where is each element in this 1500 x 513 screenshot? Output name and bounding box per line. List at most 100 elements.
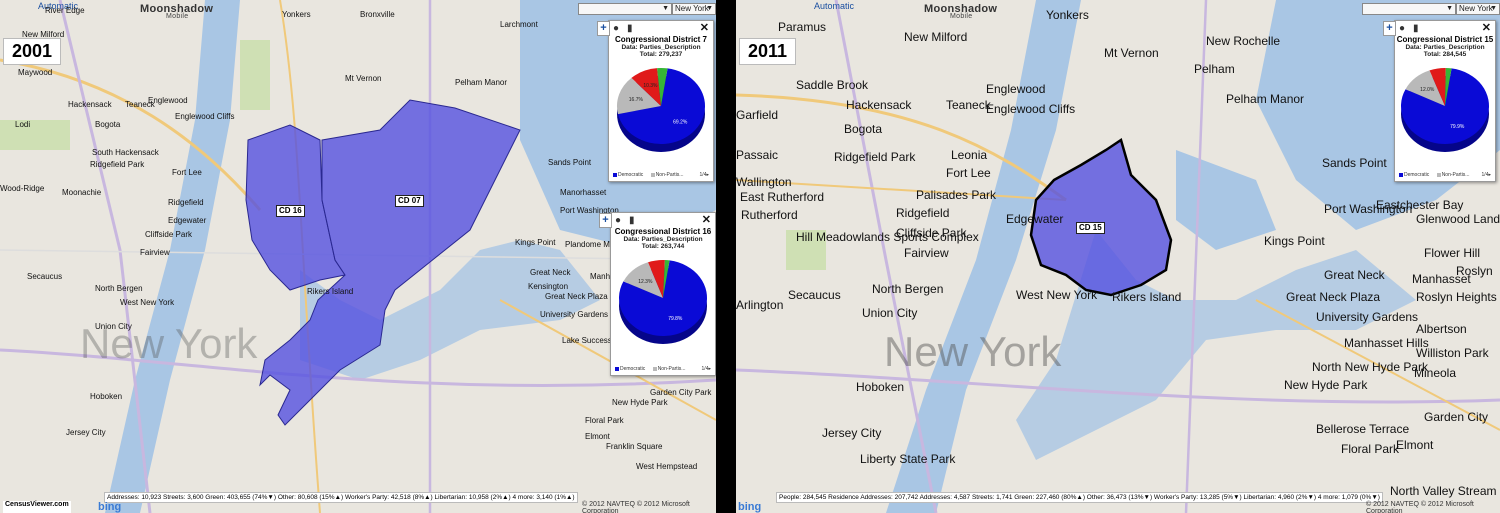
place-label: Secaucus — [788, 288, 841, 302]
legend-nonpartisan: Non-Partis... — [652, 366, 685, 372]
close-icon[interactable]: ✕ — [701, 214, 711, 226]
place-label: Paramus — [778, 20, 827, 34]
pie-slice-democratic[interactable] — [618, 68, 705, 144]
place-label: Yonkers — [282, 10, 311, 19]
map-panel-2011[interactable]: 2011 Automatic Moonshadow Mobile ▼ New Y… — [736, 0, 1500, 513]
chevron-down-icon: ▼ — [1446, 5, 1453, 12]
pie-chart-cd16: 79.8% 12.3% — [619, 260, 707, 344]
globe-icon[interactable]: ● — [615, 215, 622, 226]
place-label: Leonia — [951, 148, 988, 162]
bar-chart-icon[interactable]: ▮ — [627, 23, 633, 34]
legend-pager[interactable]: 1/4▸ — [1481, 172, 1491, 178]
place-label: Albertson — [1416, 322, 1467, 336]
location-select[interactable]: New York ▼ — [672, 3, 716, 15]
place-label: Garden City Park — [650, 388, 712, 397]
legend-pager[interactable]: 1/4▸ — [701, 366, 711, 372]
plus-icon[interactable]: + — [1383, 21, 1396, 36]
district-popup-15[interactable]: + ● ▮ ✕ Congressional District 15 Data: … — [1383, 20, 1496, 182]
pie-slice-other[interactable] — [663, 260, 670, 298]
place-label: North New Hyde Park — [1312, 360, 1429, 374]
plus-icon[interactable]: + — [597, 21, 610, 36]
bar-chart-icon[interactable]: ▮ — [629, 215, 635, 226]
place-label: Lodi — [15, 120, 31, 129]
place-label: Manhasset — [590, 272, 629, 281]
automatic-link[interactable]: Automatic — [38, 1, 79, 11]
place-label: Fairview — [904, 246, 949, 260]
place-label: Port Washington — [560, 206, 619, 215]
censusviewer-logo[interactable]: CensusViewer.com — [3, 501, 71, 513]
status-bar: People: 284,545 Residence Addresses: 207… — [776, 492, 1383, 503]
place-label: Franklin Square — [606, 442, 663, 451]
place-label: Larchmont — [500, 20, 538, 29]
pie-slice-other[interactable] — [1445, 68, 1452, 106]
district-popup-7[interactable]: + ● ▮ ✕ Congressional District 7 Data: P… — [597, 20, 714, 182]
place-label: Hill Meadowlands Sports Complex — [796, 230, 979, 244]
place-label: Williston Park — [1416, 346, 1489, 360]
pie-chart-cd7: 69.2% 16.7% 10.3% — [617, 68, 705, 152]
pie-slice-non-partisan[interactable] — [623, 262, 663, 298]
layer-select[interactable]: ▼ — [578, 3, 672, 15]
pie-slice-non-partisan[interactable] — [1405, 70, 1445, 106]
place-label: Eastchester Bay — [1376, 198, 1464, 212]
place-label: Ridgefield — [896, 206, 950, 220]
pie-data-label: 79.9% — [1450, 124, 1465, 130]
place-label: North Bergen — [95, 284, 143, 293]
district-label-cd16[interactable]: CD 16 — [276, 205, 305, 217]
pie-data-label: 16.7% — [629, 97, 644, 103]
brand-name: Moonshadow — [140, 3, 214, 15]
layer-select[interactable]: ▼ — [1362, 3, 1456, 15]
pie-legend: Democratic Non-Partis... 1/4▸ — [1399, 172, 1491, 178]
automatic-link[interactable]: Automatic — [814, 1, 855, 11]
place-label: Edgewater — [1006, 212, 1064, 226]
pie-slice-other[interactable] — [657, 68, 668, 106]
place-label: Pelham Manor — [1226, 92, 1305, 106]
location-select[interactable]: New York ▼ — [1456, 3, 1500, 15]
chevron-down-icon: ▼ — [662, 5, 669, 12]
map-panel-2001[interactable]: 2001 Automatic Moonshadow Mobile ▼ New Y… — [0, 0, 716, 513]
place-label: Bogota — [844, 122, 883, 136]
place-label: Mineola — [1414, 366, 1457, 380]
place-label: Lake Success — [562, 336, 612, 345]
hudson-river — [886, 0, 1081, 513]
place-label: Sands Point — [548, 158, 592, 167]
district-popup-16[interactable]: + ● ▮ ✕ Congressional District 16 Data: … — [599, 212, 716, 376]
legend-pager[interactable]: 1/4▸ — [699, 172, 709, 178]
place-label: Union City — [95, 322, 132, 331]
pie-slice-republican[interactable] — [631, 68, 661, 106]
close-icon[interactable]: ✕ — [1481, 22, 1491, 34]
place-label: Sands Point — [1322, 156, 1387, 170]
place-label: New Milford — [904, 30, 968, 44]
brand-sub: Mobile — [950, 13, 973, 20]
brand-logo: Moonshadow Mobile — [924, 3, 997, 20]
place-label: Kensington — [528, 282, 569, 291]
globe-icon[interactable]: ● — [613, 23, 620, 34]
place-label: Ridgefield — [168, 198, 204, 207]
place-label: Mt Vernon — [1104, 46, 1159, 60]
pie-slice-republican[interactable] — [1429, 68, 1446, 106]
pie-data-label: 10.3% — [643, 83, 658, 89]
chevron-down-icon: ▼ — [706, 5, 713, 12]
pie-chart-cd15: 79.9% 12.0% — [1401, 68, 1489, 152]
pie-legend: Democratic Non-Partis... 1/4▸ — [613, 172, 709, 178]
place-label: Floral Park — [585, 416, 624, 425]
place-label: Glenwood Landing — [1416, 212, 1500, 226]
globe-icon[interactable]: ● — [1399, 23, 1406, 34]
close-icon[interactable]: ✕ — [699, 22, 709, 34]
place-label: New Hyde Park — [1284, 378, 1368, 392]
pie-slice-non-partisan[interactable] — [617, 77, 661, 115]
place-label: Teaneck — [125, 100, 155, 109]
pie-slice-republican[interactable] — [648, 260, 665, 298]
eastchester-bay — [1176, 150, 1276, 250]
plus-icon[interactable]: + — [599, 213, 612, 228]
place-label: Roslyn — [1456, 264, 1493, 278]
place-label: Cliffside Park — [145, 230, 192, 239]
place-label: West Hempstead — [636, 462, 698, 471]
legend-nonpartisan: Non-Partis... — [650, 172, 683, 178]
place-label: Elmont — [1396, 438, 1434, 452]
pie-slice-democratic[interactable] — [619, 260, 707, 336]
district-label-cd15[interactable]: CD 15 — [1076, 222, 1105, 234]
district-label-cd07[interactable]: CD 07 — [395, 195, 424, 207]
place-label: North Valley Stream — [1390, 484, 1497, 498]
bar-chart-icon[interactable]: ▮ — [1413, 23, 1419, 34]
pie-slice-democratic[interactable] — [1401, 68, 1489, 144]
